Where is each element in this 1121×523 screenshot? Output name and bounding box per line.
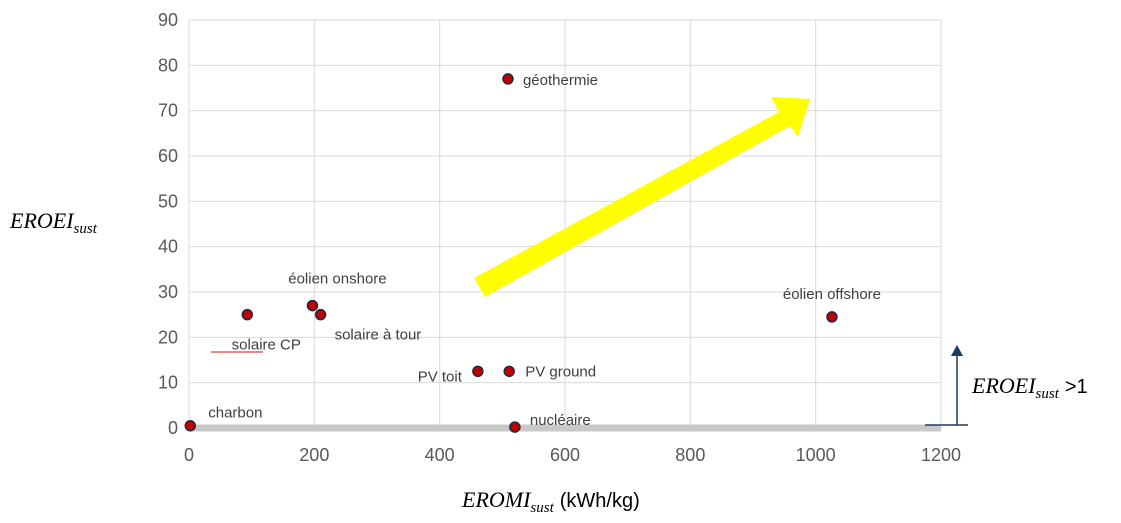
data-point [509,421,521,433]
x-tick-label: 600 [550,445,580,465]
y-tick-label: 80 [158,55,178,75]
x-tick-label: 1200 [921,445,961,465]
y-axis-ticks: 0 10 20 30 40 50 60 70 80 90 [158,10,178,438]
point-label: charbon [208,405,262,422]
point-label: éolien onshore [288,271,386,288]
x-tick-label: 400 [425,445,455,465]
data-point [306,299,319,312]
y-tick-label: 90 [158,10,178,30]
x-tick-label: 800 [675,445,705,465]
y-tick-label: 30 [158,282,178,302]
data-point [241,308,254,321]
x-tick-label: 1000 [796,445,836,465]
point-label: géothermie [523,72,598,89]
point-label: PV toit [418,368,463,385]
x-axis-title: EROMIsust (kWh/kg) [461,487,640,516]
data-points: charbon solaire CP éolien onshore solaire à… [184,72,881,433]
point-label: nucléaire [530,412,591,429]
threshold-indicator [925,345,968,426]
data-point [184,419,197,432]
data-point [314,308,327,321]
threshold-label: EROEIsust >1 [971,373,1088,402]
y-tick-label: 50 [158,191,178,211]
data-point [502,73,514,85]
y-tick-label: 0 [168,418,178,438]
x-tick-label: 0 [184,445,194,465]
point-label: PV ground [525,363,596,380]
trend-arrow [474,97,810,297]
data-point [826,311,838,323]
data-point [503,365,515,378]
y-tick-label: 60 [158,146,178,166]
y-tick-label: 70 [158,101,178,121]
point-label: solaire CP [232,337,301,354]
x-tick-label: 200 [299,445,329,465]
data-point [472,365,484,378]
point-label: solaire à tour [335,327,422,344]
y-tick-label: 40 [158,237,178,257]
point-label: éolien offshore [783,286,881,303]
y-axis-title: EROEIsust [9,208,98,237]
y-tick-label: 10 [158,373,178,393]
x-axis-ticks: 0 200 400 600 800 1000 1200 [184,445,961,465]
y-tick-label: 20 [158,327,178,347]
